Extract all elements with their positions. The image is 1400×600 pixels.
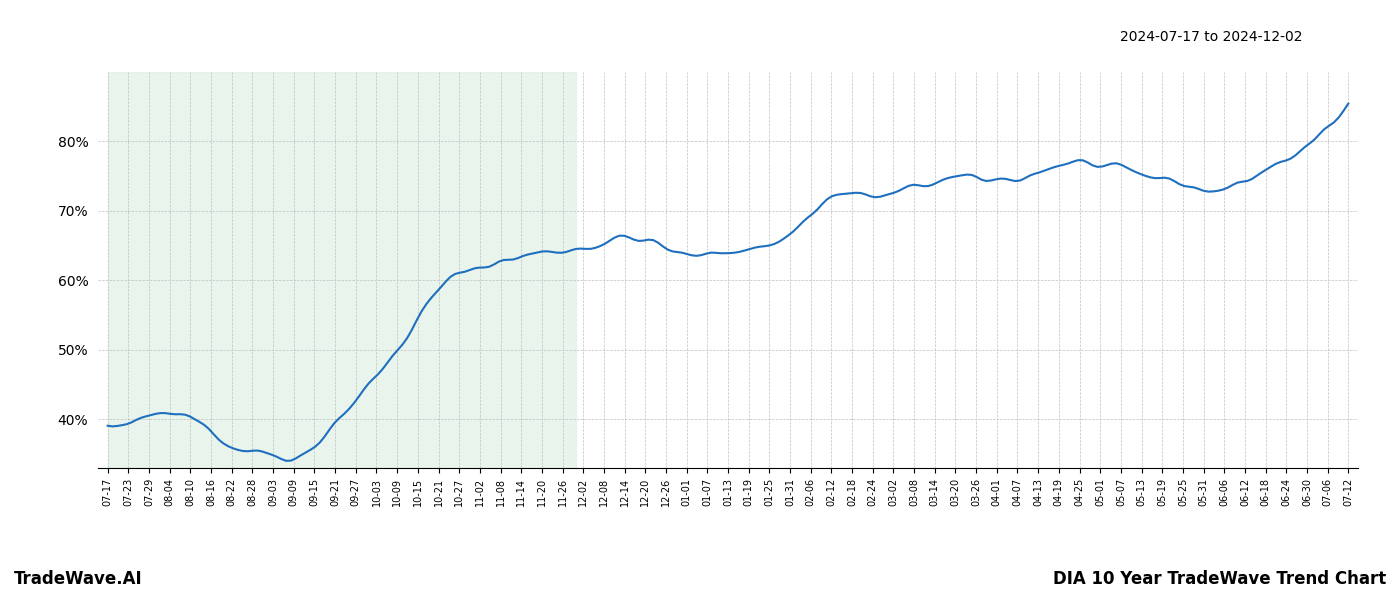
Bar bbox=[108, 72, 575, 468]
Text: TradeWave.AI: TradeWave.AI bbox=[14, 570, 143, 588]
Text: DIA 10 Year TradeWave Trend Chart: DIA 10 Year TradeWave Trend Chart bbox=[1053, 570, 1386, 588]
Text: 2024-07-17 to 2024-12-02: 2024-07-17 to 2024-12-02 bbox=[1120, 30, 1302, 44]
